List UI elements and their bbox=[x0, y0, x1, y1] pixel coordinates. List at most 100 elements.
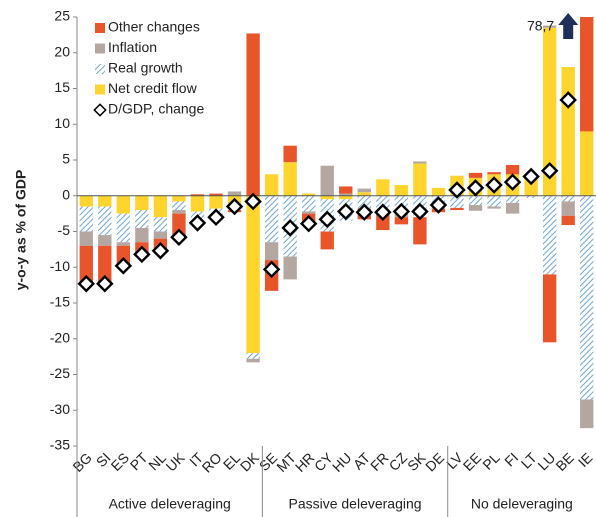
bar-segment bbox=[116, 242, 131, 246]
bar-segment bbox=[561, 201, 575, 216]
x-tick-label: BE bbox=[552, 449, 577, 474]
marker bbox=[318, 210, 337, 229]
bar-segment bbox=[542, 195, 557, 275]
marker bbox=[170, 228, 188, 246]
legend-label: D/GDP, change bbox=[108, 101, 204, 117]
bar-segment bbox=[320, 165, 334, 196]
bar-segment bbox=[302, 193, 316, 196]
bar-segment bbox=[339, 186, 353, 194]
bar-segment bbox=[116, 213, 131, 243]
bar-segment bbox=[580, 17, 594, 132]
legend-label: Inflation bbox=[108, 39, 157, 55]
bar-segment bbox=[580, 195, 594, 400]
y-tick-label: -30 bbox=[50, 401, 70, 417]
legend-swatch bbox=[95, 64, 105, 74]
bar-segment bbox=[542, 27, 557, 196]
bar-segment bbox=[413, 163, 427, 196]
x-tick-label: IE bbox=[575, 449, 596, 470]
bar-segment bbox=[153, 231, 168, 239]
bar-segment bbox=[227, 191, 242, 196]
bar-segment bbox=[450, 207, 464, 211]
y-tick-label: -35 bbox=[50, 437, 70, 453]
marker bbox=[281, 219, 299, 237]
y-tick-label: 5 bbox=[62, 151, 70, 167]
bar-segment bbox=[357, 188, 371, 193]
marker bbox=[411, 202, 429, 221]
bar-segment bbox=[376, 179, 390, 196]
marker bbox=[392, 202, 411, 221]
bar-segment bbox=[135, 210, 149, 228]
marker bbox=[503, 173, 522, 191]
bar-segment bbox=[339, 195, 353, 200]
group-label: Active deleveraging bbox=[109, 496, 231, 512]
x-tick-label: BG bbox=[69, 449, 95, 475]
marker bbox=[96, 274, 114, 293]
marker bbox=[374, 203, 392, 221]
overlay: -35-30-25-20-15-10-5051015202578,7BGSIES… bbox=[50, 8, 596, 517]
marker bbox=[522, 167, 540, 186]
bar-segment bbox=[172, 210, 186, 214]
legend-swatch bbox=[95, 43, 105, 54]
marker bbox=[336, 202, 355, 221]
bar-segment bbox=[339, 193, 353, 196]
bar-segment bbox=[487, 172, 501, 175]
bar-segment bbox=[524, 195, 538, 198]
bar-segment bbox=[468, 172, 483, 178]
marker bbox=[188, 214, 207, 232]
bar-segment bbox=[98, 195, 112, 207]
bar-segment bbox=[542, 25, 557, 28]
marker bbox=[114, 257, 133, 275]
bar-segment bbox=[79, 206, 93, 232]
bar-segment bbox=[153, 217, 168, 232]
value-label: 78,7 bbox=[527, 18, 554, 34]
legend-label: Other changes bbox=[108, 19, 200, 35]
y-tick-label: -5 bbox=[58, 222, 71, 238]
y-tick-label: 0 bbox=[62, 186, 70, 202]
bar-segment bbox=[468, 205, 483, 211]
bar-segment bbox=[264, 195, 279, 243]
marker bbox=[133, 245, 151, 264]
marker bbox=[448, 181, 466, 199]
bar-segment bbox=[246, 33, 260, 196]
bar-segment bbox=[79, 231, 93, 246]
bar-segment bbox=[561, 67, 575, 196]
bar-segment bbox=[98, 206, 112, 236]
x-tick-label: PL bbox=[479, 449, 503, 473]
x-tick-label: UK bbox=[163, 449, 189, 475]
bar-segment bbox=[413, 217, 427, 245]
group-label: No deleveraging bbox=[471, 496, 573, 512]
bar-segment bbox=[580, 131, 594, 196]
marker bbox=[207, 208, 225, 226]
bar-segment bbox=[320, 231, 334, 250]
bar-segment bbox=[190, 194, 205, 196]
bar-segment bbox=[302, 195, 316, 212]
y-tick-label: 10 bbox=[54, 115, 70, 131]
bar-segment bbox=[468, 195, 483, 206]
bar-segment bbox=[561, 215, 575, 226]
marker bbox=[262, 260, 281, 279]
y-tick-label: 20 bbox=[54, 43, 70, 59]
bar-segment bbox=[172, 195, 186, 202]
y-tick-label: 25 bbox=[54, 8, 70, 24]
marker bbox=[244, 192, 262, 211]
bar-segment bbox=[542, 274, 557, 343]
bar-segment bbox=[357, 195, 371, 209]
bar-segment bbox=[561, 195, 575, 202]
bar-segment bbox=[264, 242, 279, 261]
marker bbox=[559, 91, 577, 109]
y-tick-label: -10 bbox=[50, 258, 70, 274]
bar-segment bbox=[487, 195, 501, 207]
y-tick-label: 15 bbox=[54, 79, 70, 95]
marker bbox=[299, 214, 318, 233]
bar-segment bbox=[116, 195, 131, 214]
bar-segment bbox=[153, 195, 168, 218]
bar-segment bbox=[246, 353, 260, 359]
marker bbox=[540, 161, 559, 180]
bar-segment bbox=[413, 161, 427, 164]
marker bbox=[355, 203, 374, 221]
bar-segment bbox=[246, 358, 260, 363]
bar-segment bbox=[283, 256, 297, 280]
legend-label: Real growth bbox=[108, 60, 183, 76]
bar-segment bbox=[172, 213, 186, 238]
